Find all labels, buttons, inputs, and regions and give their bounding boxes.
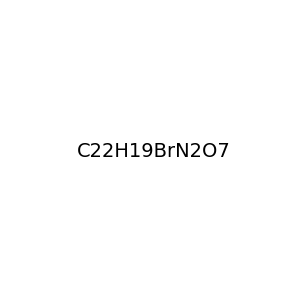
Text: C22H19BrN2O7: C22H19BrN2O7 <box>77 142 231 161</box>
